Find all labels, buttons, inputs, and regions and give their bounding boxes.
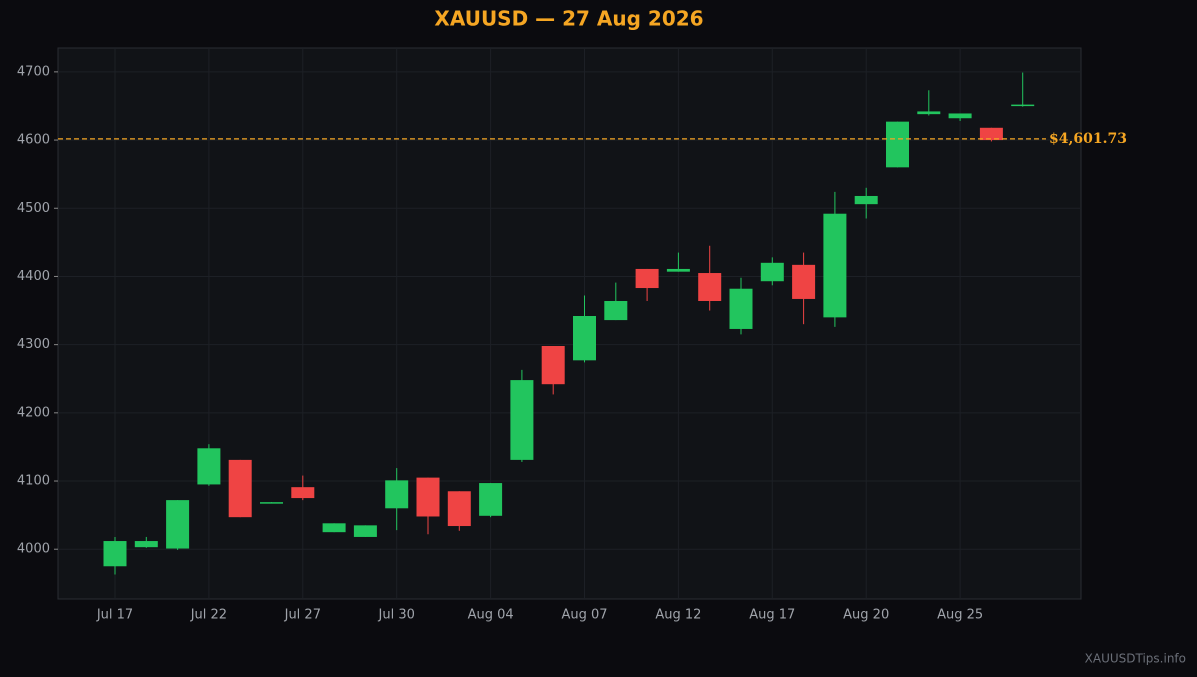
x-tick-label: Aug 04 [468,608,514,623]
candle-body [729,288,753,329]
x-tick-label: Jul 30 [378,608,415,623]
y-tick-label: 4200 [17,405,50,420]
candle-body [854,195,878,205]
x-tick-label: Aug 20 [843,608,889,623]
y-tick-label: 4100 [17,474,50,489]
x-tick-label: Aug 07 [561,608,607,623]
candle-body [510,380,534,460]
candle-body [948,113,972,119]
candle-body [228,459,252,518]
x-tick-label: Jul 22 [190,608,227,623]
x-tick-label: Jul 17 [96,608,133,623]
candle-body [698,273,722,301]
candle-body [416,477,440,517]
reference-label: $4,601.73 [1049,131,1127,147]
x-tick-label: Jul 27 [284,608,321,623]
chart-title: XAUUSD — 27 Aug 2026 [434,7,703,31]
candle-body [479,483,503,516]
candle-body [886,121,909,168]
candle-body [604,300,628,321]
candle-body [166,500,190,549]
y-tick-label: 4400 [17,269,50,284]
candle-body [792,264,816,299]
candle-body [666,268,690,272]
candle-body [573,315,596,361]
y-tick-label: 4700 [17,64,50,79]
candle-body [197,448,221,485]
candle-body [823,213,847,318]
candle-body [760,262,784,282]
candle-body [979,127,1003,141]
candle-body [103,541,127,567]
candle-body [260,502,283,504]
y-tick-label: 4300 [17,337,50,352]
watermark: XAUUSDTips.info [1085,652,1186,666]
candle-body [291,487,315,499]
y-tick-label: 4000 [17,542,50,557]
x-tick-label: Aug 17 [749,608,795,623]
x-tick-label: Aug 12 [655,608,701,623]
candle-body [1011,104,1035,107]
candle-body [635,268,659,289]
candle-body [353,525,377,537]
candle-body [385,480,409,509]
candle-body [134,541,158,548]
candle-body [322,523,346,533]
x-tick-label: Aug 25 [937,608,983,623]
plot-area [57,47,1082,600]
candle-body [541,346,565,385]
candle-body [447,491,471,527]
candle-body [917,111,941,115]
y-tick-label: 4500 [17,201,50,216]
y-tick-label: 4600 [17,133,50,148]
